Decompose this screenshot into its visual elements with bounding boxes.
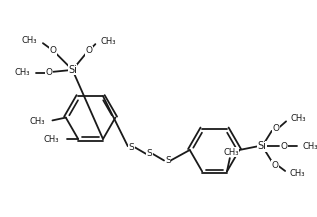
Text: O: O (272, 123, 279, 133)
Text: O: O (85, 46, 92, 55)
Text: CH₃: CH₃ (291, 114, 306, 123)
Text: CH₃: CH₃ (290, 169, 305, 178)
Text: CH₃: CH₃ (44, 135, 59, 143)
Text: S: S (129, 143, 134, 152)
Text: Si: Si (258, 141, 267, 151)
Text: O: O (50, 46, 57, 55)
Text: S: S (147, 149, 152, 158)
Text: CH₃: CH₃ (14, 68, 29, 77)
Text: CH₃: CH₃ (100, 37, 116, 46)
Text: CH₃: CH₃ (302, 142, 317, 151)
Text: CH₃: CH₃ (22, 36, 37, 45)
Text: O: O (271, 161, 278, 170)
Text: S: S (165, 156, 171, 165)
Text: CH₃: CH₃ (223, 148, 238, 157)
Text: Si: Si (68, 65, 77, 75)
Text: O: O (281, 142, 288, 151)
Text: O: O (45, 68, 52, 77)
Text: CH₃: CH₃ (29, 117, 45, 126)
